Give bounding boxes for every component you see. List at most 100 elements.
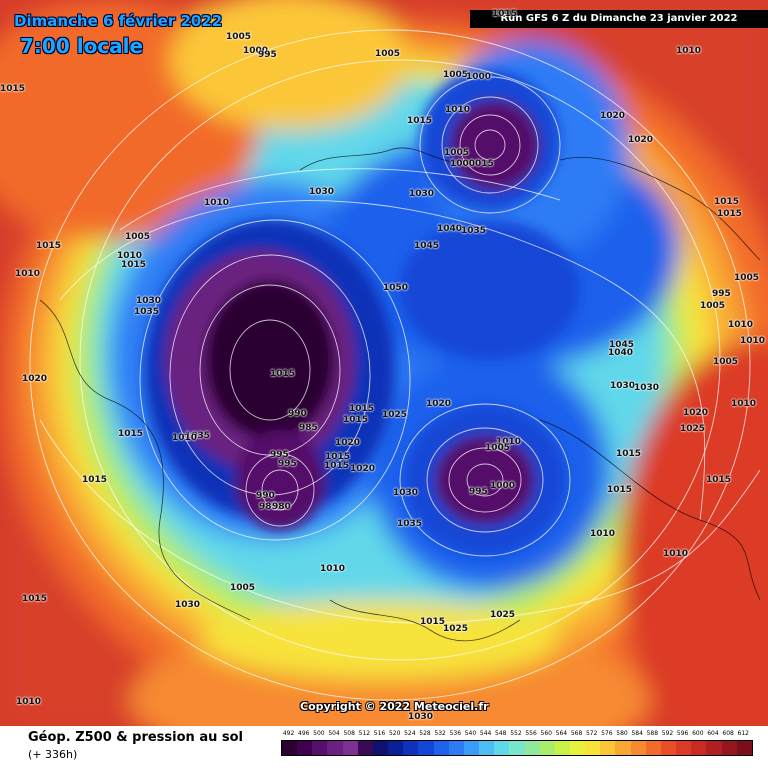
legend-swatch [372,741,389,755]
legend-tick-label: 496 [298,730,310,737]
isobar-label: 1050 [383,283,409,293]
legend-swatch [448,741,464,755]
legend-tick-label: 584 [631,730,643,737]
legend-swatch [676,741,692,755]
isobar-label: 1020 [426,399,452,409]
isobar-label: 1015 [706,475,732,485]
isobar-label: 1005 [443,70,469,80]
isobar-label: 1010 [445,105,471,115]
legend-swatch [463,741,480,755]
legend-tick-label: 524 [404,730,416,737]
isobar-label: 1045 [414,241,440,251]
legend-tick-label: 560 [540,730,552,737]
isobar-label: 1045 [609,340,635,350]
isobar-label: 1030 [309,187,335,197]
legend-tick-label: 556 [525,730,537,737]
legend-tick-label: 552 [510,730,522,737]
isobar-label: 1020 [22,374,48,384]
isobar-label: 1015 [270,369,296,379]
legend-tick-label: 568 [570,730,583,737]
isobar-label: 1020 [628,135,654,145]
isobar-label: 1025 [680,424,706,434]
isobar-label: 1010 [663,549,689,559]
legend-swatch [615,741,631,755]
isobar-label: 1025 [443,624,469,634]
legend-tick-label: 564 [555,730,568,737]
isobar-label: 995 [278,459,297,469]
legend-tick-label: 512 [358,730,371,737]
legend-tick-label: 608 [722,730,734,737]
isobar-label: 1010 [590,529,616,539]
isobar-label: 1035 [461,226,487,236]
legend-tick-label: 544 [479,730,492,737]
isobar-label: 1035 [185,431,211,441]
isobar-label: 1015 [325,452,351,462]
isobar-label: 1015 [717,209,743,219]
isobar-label: 995 [712,289,731,299]
isobar-label: 1030 [175,600,201,610]
legend-swatch [433,741,449,755]
isobar-label: 1030 [393,488,419,498]
legend-tick-label: 592 [661,730,674,737]
z500-pressure-map: Dimanche 6 février 2022 7:00 locale Run … [0,0,768,726]
isobar-label: 1000 [243,46,269,56]
isobar-label: 1015 [121,260,147,270]
legend-swatch [342,741,358,755]
isobar-label: 1010 [15,269,41,279]
isobar-label: 1035 [397,519,423,529]
legend-tick-label: 572 [585,730,598,737]
isobar-label: 1015 [118,429,144,439]
legend-swatch [403,741,419,755]
isobar-label: 1015 [0,84,26,94]
legend-subtitle: (+ 336h) [28,748,78,761]
legend-swatch [494,741,510,755]
isobar-label: 1005 [713,357,739,367]
isobar-label: 990 [288,409,307,419]
legend-tick-label: 596 [676,730,689,737]
legend-swatch [418,741,434,755]
legend-swatch [600,741,616,755]
legend-ticks: 492 496 500 504 508 512 516 520 524 528 532 536 540 5… [281,730,751,737]
legend-swatch [327,741,343,755]
isobar-label: 1000 [490,481,516,491]
isobar-label: 995 [270,450,289,460]
legend-tick-label: 540 [464,730,477,737]
legend-swatch [509,741,525,755]
color-legend: Géop. Z500 & pression au sol (+ 336h) 49… [0,726,768,768]
isobar-label: 1040 [608,348,634,358]
isobar-label: 1030 [136,296,162,306]
legend-swatch [539,741,555,755]
legend-swatch [706,741,722,755]
legend-tick-label: 516 [373,730,386,737]
legend-tick-label: 600 [692,730,704,737]
model-run-label: Run GFS 6 Z du Dimanche 23 janvier 2022 [470,10,768,28]
isobar-lines [29,29,761,701]
isobar-label: 1010 [728,320,754,330]
legend-swatch [524,741,540,755]
isobar-label: 1015 [420,617,446,627]
isobar-label: 1005 [230,583,256,593]
isobar-label: 1015 [349,404,375,414]
copyright-notice: Copyright © 2022 Meteociel.fr [300,700,489,713]
isobar-label: 1010 [117,251,143,261]
legend-swatch [736,741,752,755]
legend-swatch [721,741,737,755]
isobar-label: 1005 [700,301,726,311]
isobar-label: 1005 [125,232,151,242]
legend-tick-label: 532 [434,730,446,737]
isobar-label: 1010 [676,46,702,56]
legend-tick-label: 500 [313,730,325,737]
isobar-label: 995 [258,50,277,60]
legend-swatch [479,741,495,755]
isobar-label: 1020 [683,408,709,418]
legend-tick-label: 548 [495,730,507,737]
map-field-svg [0,0,768,726]
legend-swatch [645,741,661,755]
isobar-label: 1025 [490,610,516,620]
legend-tick-label: 576 [601,730,613,737]
isobar-label: 1000015 [450,159,494,169]
isobar-label: 1020 [335,438,361,448]
isobar-label: 980 [272,502,291,512]
legend-swatch [691,741,707,755]
forecast-time: 7:00 locale [20,34,144,58]
